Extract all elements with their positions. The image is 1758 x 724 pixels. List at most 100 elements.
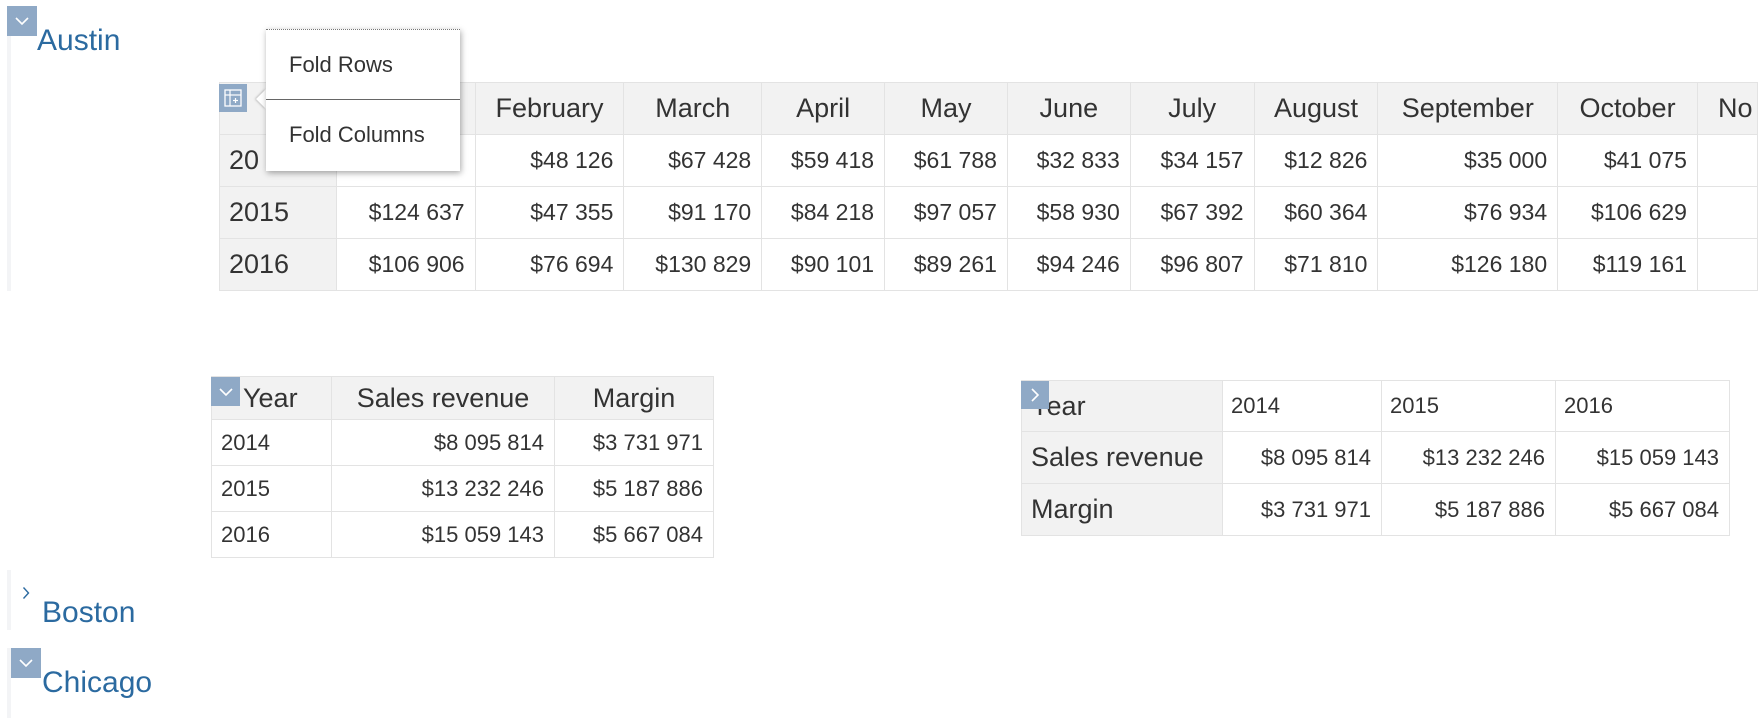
table-cell: $61 788 — [884, 134, 1008, 187]
table-cell: $59 418 — [761, 134, 886, 187]
table-cell: $13 232 246 — [331, 465, 555, 512]
table-cell: $5 667 084 — [554, 511, 714, 558]
column-header[interactable]: August — [1253, 82, 1379, 135]
column-header-sales-revenue[interactable]: Sales revenue — [331, 376, 555, 420]
table-cell: $60 364 — [1253, 186, 1379, 239]
table-cell: $13 232 246 — [1381, 431, 1556, 484]
column-header-margin[interactable]: Margin — [554, 376, 714, 420]
column-header[interactable]: May — [884, 82, 1008, 135]
table-row: 2015 $13 232 246 $5 187 886 — [211, 465, 714, 512]
column-header[interactable]: 2016 — [1555, 380, 1730, 432]
table-cell: $5 667 084 — [1555, 483, 1730, 536]
table-cell: 2015 — [211, 465, 332, 512]
table-cell: $90 101 — [761, 238, 886, 291]
table-cell: $124 637 — [335, 186, 476, 239]
table-cell: $48 126 — [474, 134, 625, 187]
table-cell: $35 000 — [1377, 134, 1559, 187]
table-row: 2014 $8 095 814 $3 731 971 — [211, 419, 714, 466]
column-header[interactable]: No — [1696, 82, 1758, 135]
row-header[interactable]: 2015 — [219, 186, 337, 239]
table-header-row: Year Sales revenue Margin — [211, 376, 714, 420]
table-cell: $89 261 — [884, 238, 1008, 291]
column-header[interactable]: February — [474, 82, 625, 135]
table-cell — [1696, 186, 1758, 239]
table-cell: $5 187 886 — [1381, 483, 1556, 536]
table-cell: $67 392 — [1129, 186, 1255, 239]
table-cell: $76 934 — [1377, 186, 1559, 239]
table-cell: $91 170 — [623, 186, 763, 239]
table-row: Margin $3 731 971 $5 187 886 $5 667 084 — [1021, 483, 1730, 536]
transposed-revenue-table: Year 2014 2015 2016 Sales revenue $8 095… — [1021, 380, 1730, 536]
chevron-down-icon — [19, 659, 33, 668]
section-title-chicago: Chicago — [42, 666, 153, 699]
table-cell: $94 246 — [1006, 238, 1131, 291]
fold-columns-menu-item[interactable]: Fold Columns — [289, 122, 425, 147]
table-row: 2015 $124 637 $47 355 $91 170 $84 218 $9… — [219, 186, 1758, 239]
boston-section-bar — [7, 570, 11, 630]
table-cell: $106 906 — [335, 238, 476, 291]
row-header-sales-revenue[interactable]: Sales revenue — [1021, 431, 1223, 484]
section-title-austin: Austin — [37, 24, 121, 57]
table-cell: $126 180 — [1377, 238, 1559, 291]
table-cell: $84 218 — [761, 186, 886, 239]
table-cell: $41 075 — [1557, 134, 1698, 187]
popup-arrow — [256, 89, 266, 109]
table-cell: $8 095 814 — [331, 419, 555, 466]
year-revenue-table: Year Sales revenue Margin 2014 $8 095 81… — [211, 376, 714, 558]
table-cell — [1696, 134, 1758, 187]
column-header[interactable]: October — [1557, 82, 1698, 135]
column-header[interactable]: June — [1006, 82, 1131, 135]
table-row: 2016 $106 906 $76 694 $130 829 $90 101 $… — [219, 238, 1758, 291]
table-row: 2016 $15 059 143 $5 667 084 — [211, 511, 714, 558]
boston-expand-toggle[interactable] — [19, 583, 33, 603]
table-cell: $71 810 — [1253, 238, 1379, 291]
table-cell: 2016 — [211, 511, 332, 558]
table-cell: $8 095 814 — [1222, 431, 1382, 484]
chevron-down-icon — [15, 17, 29, 26]
fold-menu-button[interactable] — [219, 84, 247, 112]
table-cell: $119 161 — [1557, 238, 1698, 291]
table-cell: 2014 — [211, 419, 332, 466]
table-cell: $130 829 — [623, 238, 763, 291]
column-header[interactable]: April — [761, 82, 886, 135]
chevron-right-icon — [22, 587, 30, 599]
austin-section-bar — [7, 6, 11, 291]
fold-icon — [224, 89, 242, 107]
table-cell: $5 187 886 — [554, 465, 714, 512]
table-cell: $76 694 — [474, 238, 625, 291]
table-cell: $97 057 — [884, 186, 1008, 239]
table-cell: $58 930 — [1006, 186, 1131, 239]
table-cell: $34 157 — [1129, 134, 1255, 187]
chicago-collapse-toggle[interactable] — [11, 648, 41, 678]
chevron-down-icon — [218, 387, 233, 396]
transposed-table-collapse-toggle[interactable] — [1021, 381, 1049, 409]
row-header[interactable]: 2016 — [219, 238, 337, 291]
chicago-section-bar — [7, 648, 11, 718]
austin-collapse-toggle[interactable] — [7, 6, 37, 36]
table-cell: $67 428 — [623, 134, 763, 187]
table-cell: $3 731 971 — [554, 419, 714, 466]
fold-popup-menu: Fold Rows Fold Columns — [266, 29, 460, 171]
chevron-right-icon — [1031, 388, 1040, 402]
column-header[interactable]: 2015 — [1381, 380, 1556, 432]
table-cell: $3 731 971 — [1222, 483, 1382, 536]
table-cell: $47 355 — [474, 186, 625, 239]
column-header[interactable]: March — [623, 82, 763, 135]
column-header[interactable]: September — [1377, 82, 1559, 135]
year-table-collapse-toggle[interactable] — [211, 377, 240, 406]
table-cell: $12 826 — [1253, 134, 1379, 187]
section-title-boston: Boston — [42, 596, 136, 629]
table-cell: $96 807 — [1129, 238, 1255, 291]
table-cell: $32 833 — [1006, 134, 1131, 187]
table-cell — [1696, 238, 1758, 291]
table-cell: $15 059 143 — [331, 511, 555, 558]
column-header[interactable]: 2014 — [1222, 380, 1382, 432]
table-row: Sales revenue $8 095 814 $13 232 246 $15… — [1021, 431, 1730, 484]
table-header-row: Year 2014 2015 2016 — [1021, 380, 1730, 432]
table-cell: $106 629 — [1557, 186, 1698, 239]
fold-rows-menu-item[interactable]: Fold Rows — [266, 30, 460, 100]
corner-header-year[interactable]: Year — [1021, 380, 1223, 432]
row-header-margin[interactable]: Margin — [1021, 483, 1223, 536]
table-cell: $15 059 143 — [1555, 431, 1730, 484]
column-header[interactable]: July — [1129, 82, 1255, 135]
